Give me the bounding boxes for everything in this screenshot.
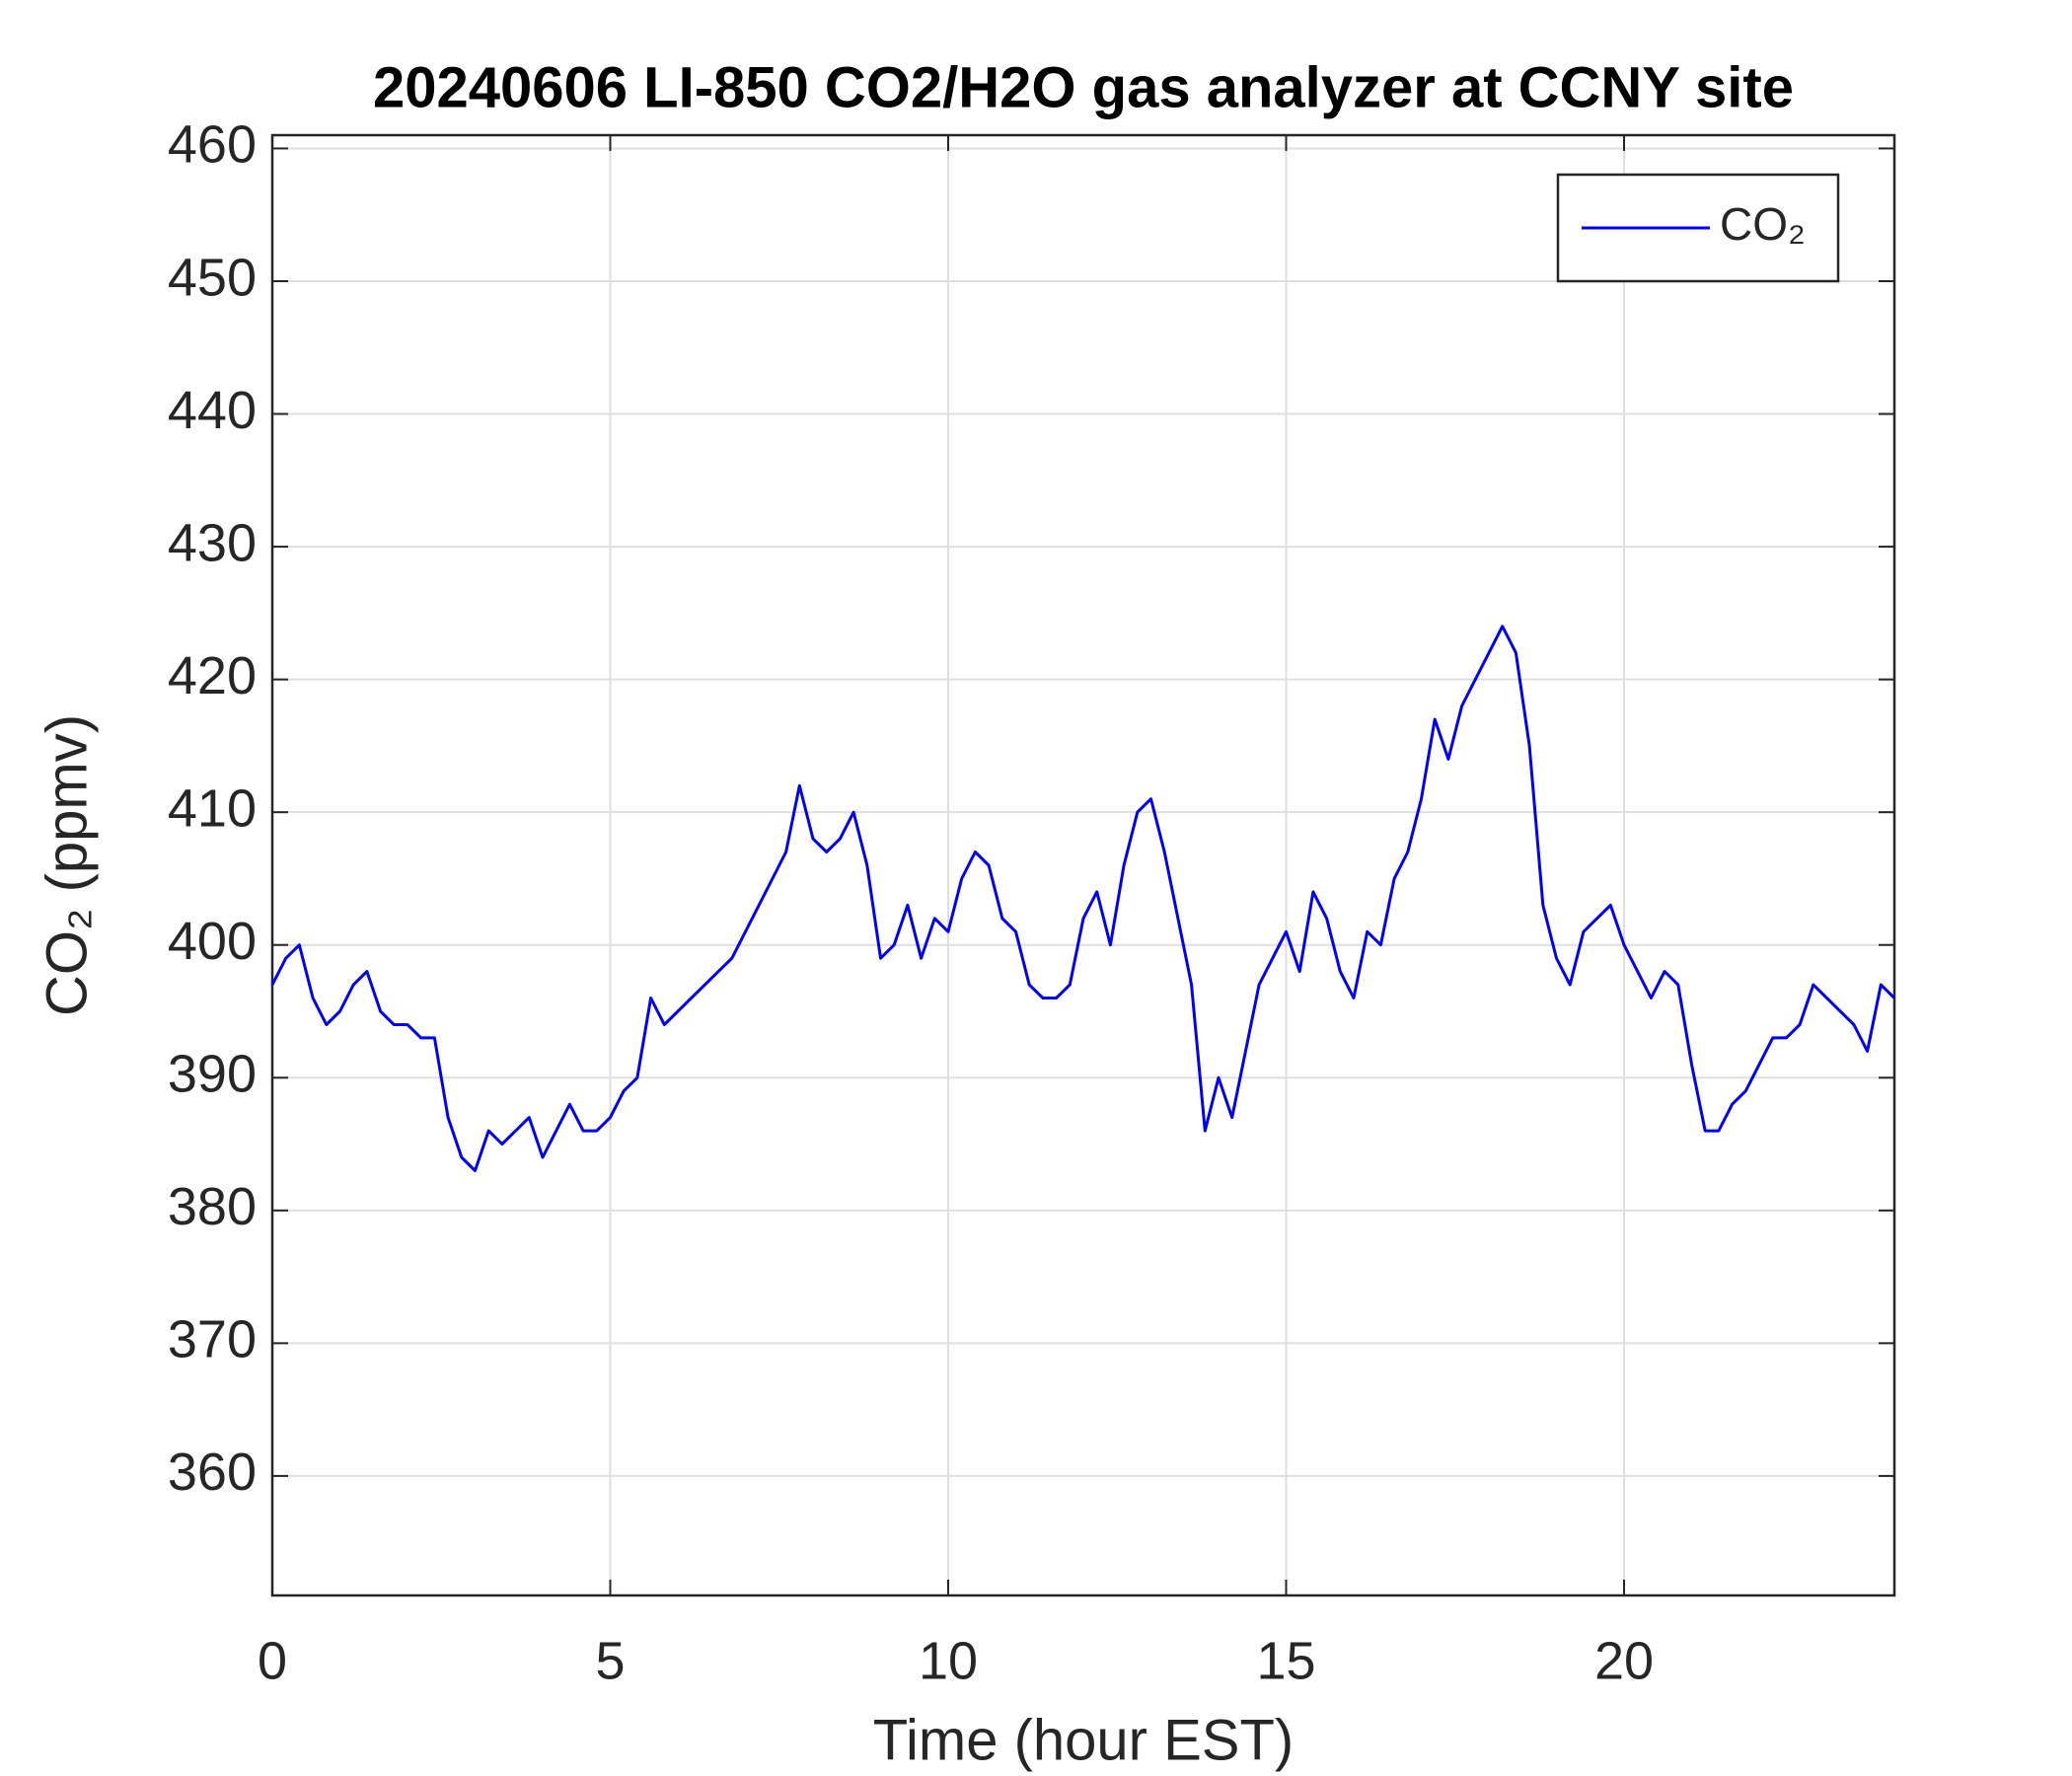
y-tick-label: 370 <box>168 1310 257 1369</box>
x-axis-label: Time (hour EST) <box>873 1708 1294 1772</box>
x-tick-label: 10 <box>919 1631 978 1690</box>
y-tick-label: 440 <box>168 381 257 440</box>
x-tick-label: 5 <box>595 1631 625 1690</box>
y-tick-label: 380 <box>168 1177 257 1236</box>
y-tick-label: 410 <box>168 778 257 838</box>
plot-frame <box>270 133 1896 1597</box>
y-tick-label: 360 <box>168 1443 257 1502</box>
data-line <box>270 625 1896 1172</box>
y-tick-label: 400 <box>168 912 257 971</box>
legend-label: CO₂ <box>1720 198 1806 250</box>
y-axis-label: CO₂ (ppmv) <box>35 714 99 1016</box>
y-tick-label: 450 <box>168 248 257 307</box>
chart-title: 20240606 LI-850 CO2/H2O gas analyzer at … <box>373 55 1794 119</box>
x-tick-label: 15 <box>1256 1631 1315 1690</box>
x-tick-label: 20 <box>1594 1631 1654 1690</box>
y-tick-label: 460 <box>168 115 257 175</box>
y-tick-label: 390 <box>168 1045 257 1104</box>
x-tick-label: 0 <box>258 1631 287 1690</box>
y-tick-label: 420 <box>168 646 257 705</box>
y-tick-label: 430 <box>168 513 257 572</box>
